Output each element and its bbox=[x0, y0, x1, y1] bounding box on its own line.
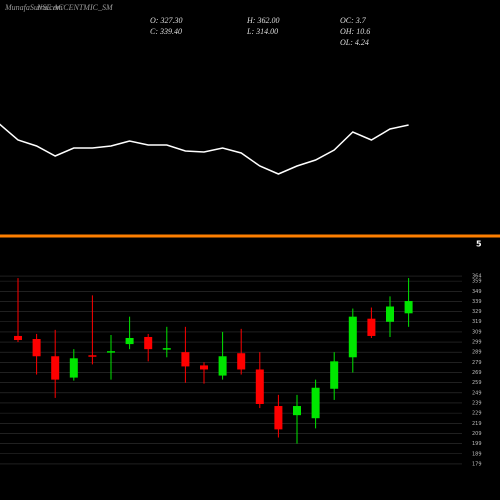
annotation: 5 bbox=[476, 240, 482, 249]
y-tick-label: 319 bbox=[472, 319, 482, 325]
low-info: L: 314.00 bbox=[246, 27, 278, 36]
open-info: O: 327.30 bbox=[150, 16, 182, 25]
high-info: H: 362.00 bbox=[246, 16, 279, 25]
candle-body bbox=[367, 318, 376, 336]
y-tick-label: 179 bbox=[472, 461, 482, 467]
candle-body bbox=[200, 365, 208, 370]
candle-body bbox=[255, 369, 264, 404]
y-tick-label: 239 bbox=[472, 400, 482, 406]
y-tick-label: 209 bbox=[472, 431, 482, 437]
candle-body bbox=[162, 348, 171, 350]
candle-body bbox=[69, 358, 78, 378]
y-tick-label: 259 bbox=[472, 380, 482, 386]
candle-body bbox=[107, 351, 115, 353]
oh-info: OH: 10.6 bbox=[340, 27, 370, 36]
y-tick-label: 329 bbox=[472, 309, 482, 315]
candle-body bbox=[404, 301, 413, 314]
candle-body bbox=[386, 306, 394, 322]
candle-body bbox=[88, 355, 97, 357]
candle-body bbox=[237, 353, 246, 370]
y-tick-label: 199 bbox=[472, 441, 482, 447]
y-tick-label: 309 bbox=[472, 329, 482, 335]
candle-body bbox=[293, 406, 301, 416]
y-tick-label: 229 bbox=[472, 411, 482, 417]
y-tick-label: 364 bbox=[472, 274, 482, 280]
y-tick-label: 279 bbox=[472, 360, 482, 366]
candle-body bbox=[32, 339, 41, 357]
candle-body bbox=[51, 356, 60, 380]
y-tick-label: 219 bbox=[472, 421, 482, 427]
candle-body bbox=[330, 361, 339, 389]
symbol: NSE ACCENTMIC_SM bbox=[36, 3, 114, 12]
oc-info: OC: 3.7 bbox=[340, 16, 367, 25]
y-tick-label: 249 bbox=[472, 390, 482, 396]
close-info: C: 339.40 bbox=[150, 27, 182, 36]
y-tick-label: 299 bbox=[472, 340, 482, 346]
y-tick-label: 289 bbox=[472, 350, 482, 356]
candle-body bbox=[274, 406, 283, 430]
y-tick-label: 339 bbox=[472, 299, 482, 305]
ol-info: OL: 4.24 bbox=[340, 38, 369, 47]
candle-body bbox=[125, 337, 134, 345]
candle-body bbox=[348, 316, 357, 358]
candle-body bbox=[144, 336, 153, 350]
y-tick-label: 269 bbox=[472, 370, 482, 376]
indicator-line bbox=[0, 123, 409, 175]
candle-body bbox=[218, 356, 227, 376]
y-tick-label: 189 bbox=[472, 451, 482, 457]
candle-body bbox=[181, 352, 190, 367]
candle-body bbox=[14, 335, 22, 341]
candle-body bbox=[311, 387, 320, 419]
y-tick-label: 349 bbox=[472, 289, 482, 295]
site-name: MunafaSutra.com bbox=[4, 3, 63, 12]
y-tick-label: 359 bbox=[472, 279, 482, 285]
